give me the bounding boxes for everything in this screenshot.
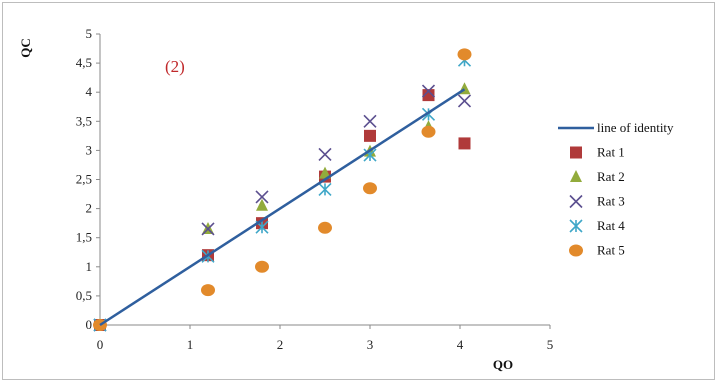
legend-label-rat-1: Rat 1 <box>597 145 625 160</box>
rat-1-point <box>422 89 435 102</box>
rat-5-point <box>318 221 332 234</box>
legend-swatch-rat-5 <box>569 244 583 257</box>
y-tick-label: 2 <box>86 201 93 216</box>
rat-5-point <box>421 125 436 138</box>
identity-line <box>99 88 466 327</box>
y-tick-label: 4,5 <box>76 55 92 70</box>
series-rat-4 <box>93 53 472 332</box>
x-tick-label: 2 <box>277 337 284 352</box>
y-tick-label: 5 <box>86 26 93 41</box>
x-tick-label: 0 <box>97 337 104 352</box>
y-tick-label: 2,5 <box>76 172 92 187</box>
rat-5-point <box>457 48 472 61</box>
x-tick-label: 5 <box>547 337 554 352</box>
series-line-of-identity <box>99 88 466 327</box>
rat-5-point <box>201 284 215 297</box>
x-axis-title: QO <box>493 357 513 372</box>
y-tick-label: 3 <box>86 142 93 157</box>
y-ticks: 0 0,5 1 1,5 2 2,5 3 3,5 4 4,5 5 <box>76 26 100 332</box>
legend-swatch-rat-2 <box>570 170 582 182</box>
y-tick-label: 3,5 <box>76 113 92 128</box>
legend: line of identity Rat 1 Rat 2 Rat 3 Rat 4 Rat … <box>558 120 674 258</box>
x-tick-label: 1 <box>187 337 194 352</box>
rat-3-point <box>457 94 472 108</box>
legend-label-rat-2: Rat 2 <box>597 169 625 184</box>
y-tick-label: 4 <box>86 84 93 99</box>
rat-3-point <box>363 114 377 128</box>
rat-4-point <box>318 182 332 196</box>
legend-label-rat-3: Rat 3 <box>597 194 625 209</box>
chart-frame <box>2 2 715 380</box>
y-tick-label: 1 <box>86 259 93 274</box>
x-tick-label: 3 <box>367 337 374 352</box>
y-tick-label: 0,5 <box>76 288 92 303</box>
x-tick-label: 4 <box>457 337 464 352</box>
plot-layer <box>93 48 472 332</box>
legend-swatch-rat-3 <box>569 194 583 209</box>
y-tick-label: 0 <box>86 317 93 332</box>
rat-5-point <box>363 182 377 195</box>
x-ticks: 0 1 2 3 4 5 <box>97 325 554 352</box>
panel-annotation: (2) <box>165 57 185 76</box>
rat-1-point <box>458 137 471 150</box>
legend-label-rat-4: Rat 4 <box>597 218 625 233</box>
rat-3-point <box>318 147 332 162</box>
series-rat-5 <box>93 48 472 331</box>
rat-2-point <box>256 198 268 211</box>
legend-swatch-rat-4 <box>569 219 583 233</box>
rat-3-point <box>255 190 269 204</box>
y-tick-label: 1,5 <box>76 230 92 245</box>
rat-2-point <box>319 166 331 179</box>
rat-3-point <box>201 222 215 236</box>
legend-swatch-rat-1 <box>570 146 582 159</box>
legend-label-rat-5: Rat 5 <box>597 243 625 258</box>
rat-3-point <box>421 84 436 98</box>
legend-label-line-of-identity: line of identity <box>597 120 674 135</box>
rat-1-point <box>364 129 376 142</box>
rat-5-point <box>255 260 269 273</box>
axes-layer: 0 0,5 1 1,5 2 2,5 3 3,5 4 4,5 5 0 1 2 3 4 5 QC QO <box>18 26 553 372</box>
series-rat-1 <box>94 89 471 331</box>
y-axis-title: QC <box>18 38 33 58</box>
